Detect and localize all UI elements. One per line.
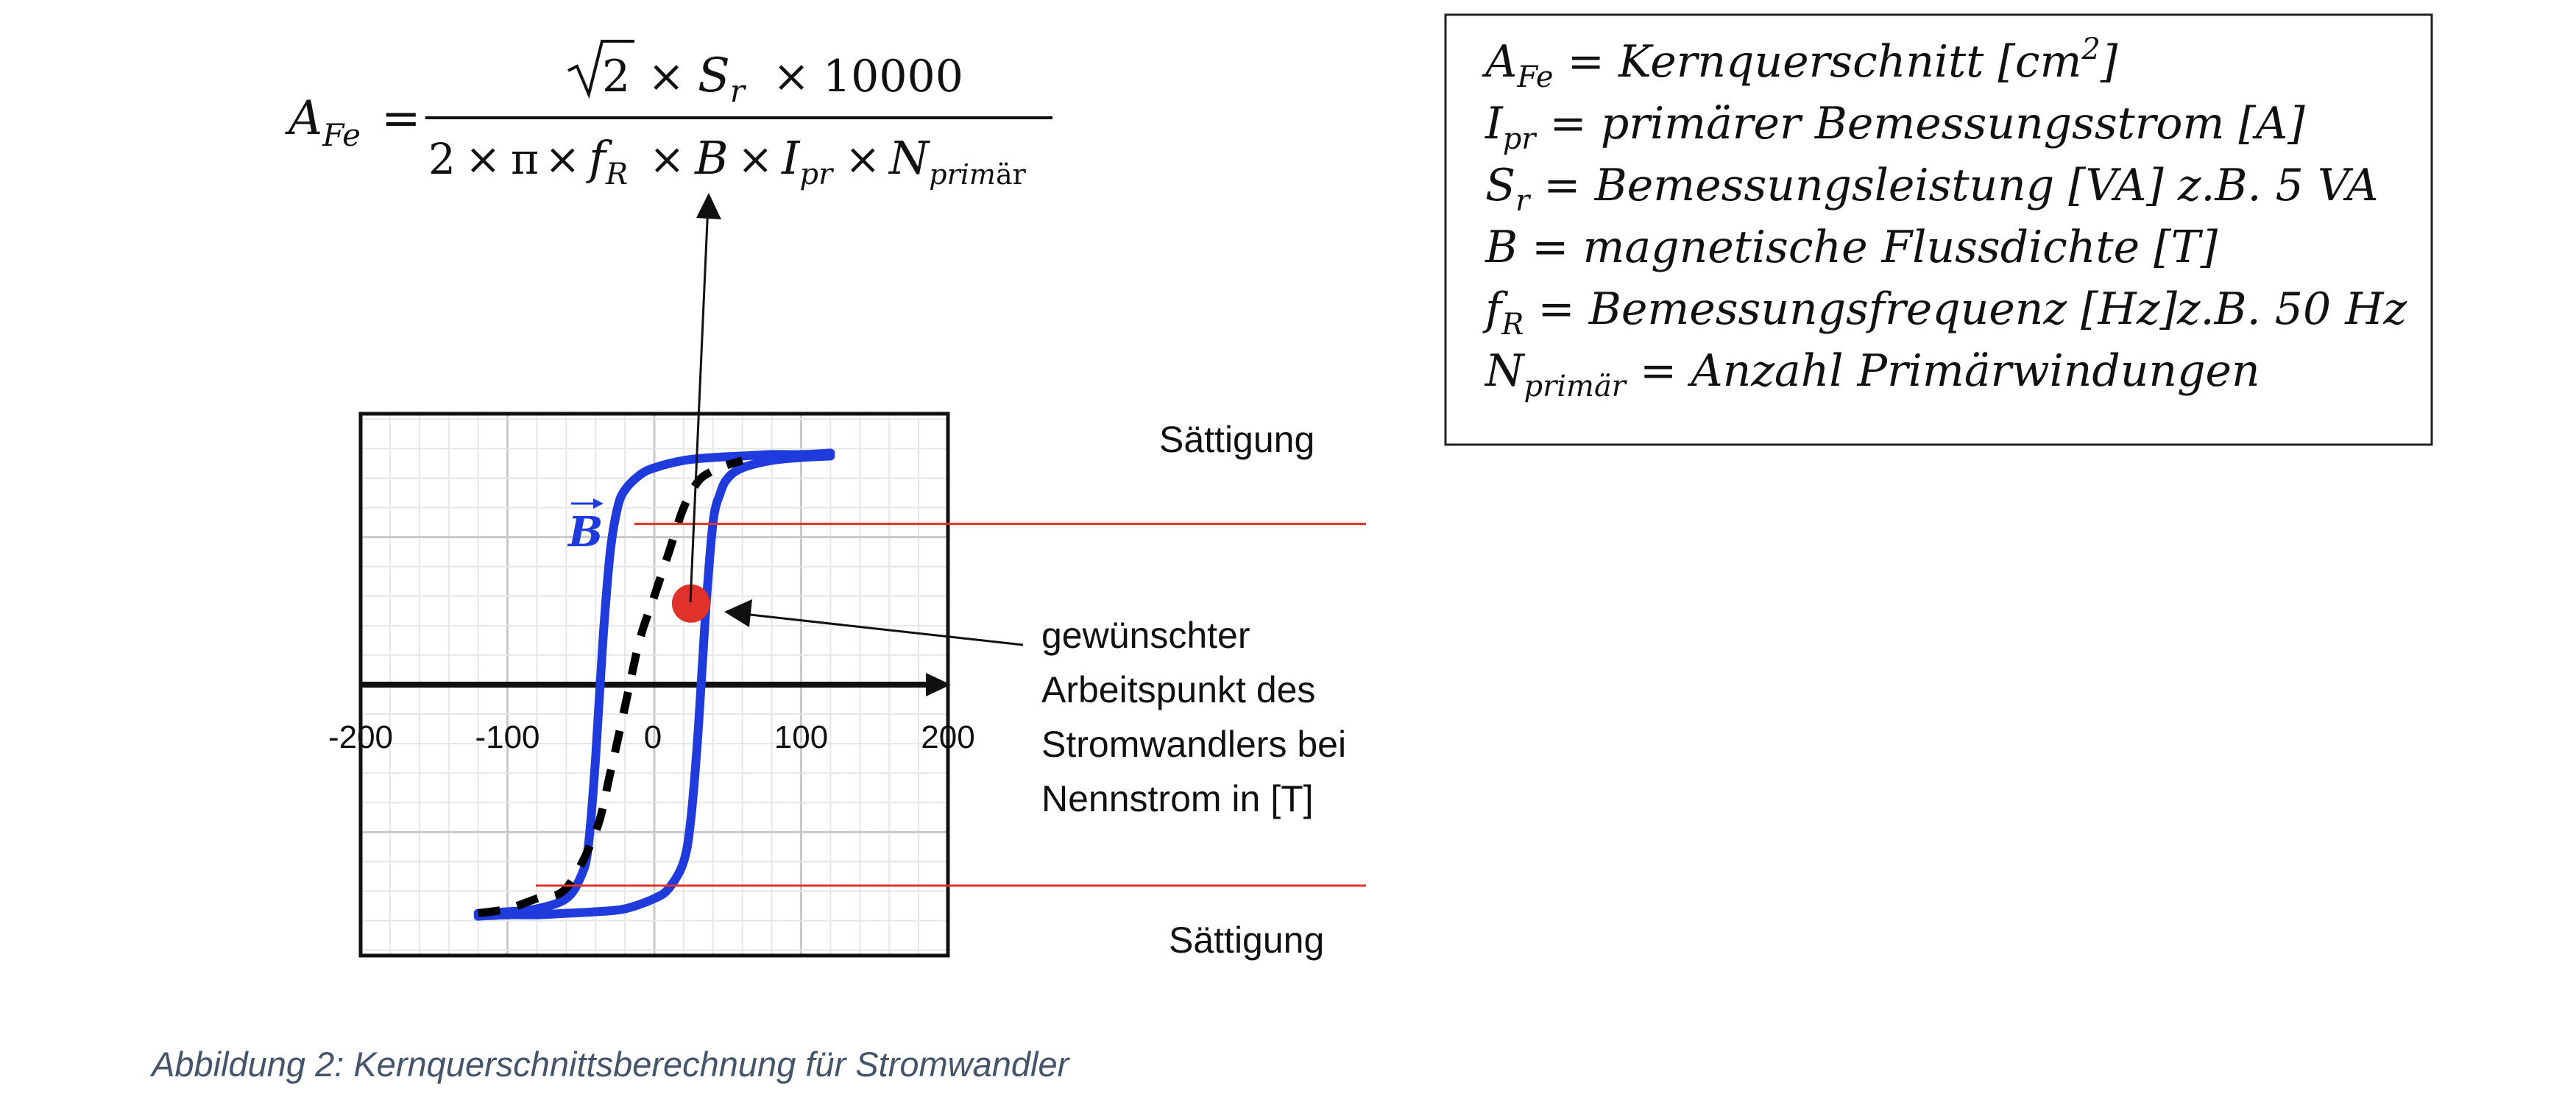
- formula-numerator: 2 × Sr × 10000: [567, 40, 963, 109]
- series-layer: [473, 448, 835, 921]
- hysteresis-chart: -200 -100 0 100 200 B: [328, 412, 975, 958]
- formula-lhs: AFe: [285, 91, 361, 153]
- saturation-markers: Sättigung Sättigung: [536, 419, 1366, 961]
- times-sign: ×: [773, 51, 810, 102]
- denominator-n: Nprimär: [888, 131, 1027, 191]
- initial-magnetization-curve: [477, 456, 744, 918]
- legend-item: Nprimär = Anzahl Primärwindungen: [1484, 345, 2260, 403]
- denominator-b: B: [694, 131, 729, 185]
- times-sign: ×: [649, 134, 685, 184]
- denominator-i: Ipr: [781, 131, 835, 191]
- b-vector-label: B: [567, 498, 604, 557]
- arrow-to-formula-head: [696, 193, 721, 219]
- legend-lines: AFe = Kernquerschnitt [cm2]Ipr = primäre…: [1482, 32, 2407, 403]
- x-axis-arrowhead: [926, 673, 951, 696]
- x-tick-label: -100: [475, 719, 539, 755]
- times-sign: ×: [465, 134, 501, 184]
- legend-item: Sr = Bemessungsleistung [VA] z.B. 5 VA: [1485, 160, 2379, 218]
- numerator-s: Sr: [698, 49, 747, 109]
- times-sign: ×: [737, 134, 774, 184]
- x-tick-label: 0: [644, 719, 662, 755]
- formula-equals: =: [381, 91, 421, 146]
- operating-point: [671, 584, 710, 623]
- arrow-to-point: [743, 612, 1024, 646]
- b-axis-label: B: [567, 508, 603, 557]
- times-sign: ×: [648, 51, 684, 102]
- x-tick-label: -200: [328, 719, 393, 755]
- x-tick-labels: -200 -100 0 100 200: [328, 719, 975, 755]
- sqrt-sign: [567, 40, 634, 99]
- sqrt-argument: 2: [602, 51, 630, 102]
- times-sign: ×: [845, 134, 881, 184]
- hysteresis-branch-1: [473, 448, 835, 918]
- denominator-two: 2: [428, 134, 456, 184]
- saturation-top-label: Sättigung: [1159, 419, 1314, 460]
- b-vector-arrowhead: [593, 498, 604, 509]
- denominator-pi: π: [511, 134, 539, 184]
- formula: AFe = 2 × Sr × 10000 2 × π × fR × B ×: [285, 40, 1052, 191]
- numerator-constant: 10000: [823, 51, 963, 102]
- x-tick-label: 200: [921, 719, 974, 755]
- operating-point-label: gewünschter Arbeitspunkt des Stromwandlers…: [1041, 615, 1346, 819]
- arrow-to-point-head: [724, 599, 752, 627]
- legend-item: B = magnetische Flussdichte [T]: [1485, 222, 2218, 273]
- x-tick-label: 100: [774, 719, 828, 755]
- formula-denominator: 2 × π × fR × B × Ipr × Nprimär: [428, 131, 1027, 191]
- legend-box: AFe = Kernquerschnitt [cm2]Ipr = primäre…: [1444, 13, 2433, 446]
- saturation-bottom-label: Sättigung: [1169, 919, 1324, 961]
- legend-item: Ipr = primärer Bemessungsstrom [A]: [1485, 98, 2305, 156]
- denominator-f: fR: [586, 131, 628, 191]
- times-sign: ×: [545, 134, 581, 184]
- hysteresis-branch-2: [473, 451, 835, 921]
- figure-caption: Abbildung 2: Kernquerschnittsberechnung …: [152, 1045, 1069, 1084]
- legend-item: AFe = Kernquerschnitt [cm2]: [1482, 32, 2118, 94]
- legend-item: fR = Bemessungsfrequenz [Hz]z.B. 50 Hz: [1482, 283, 2407, 342]
- arrow-to-formula: [689, 204, 710, 603]
